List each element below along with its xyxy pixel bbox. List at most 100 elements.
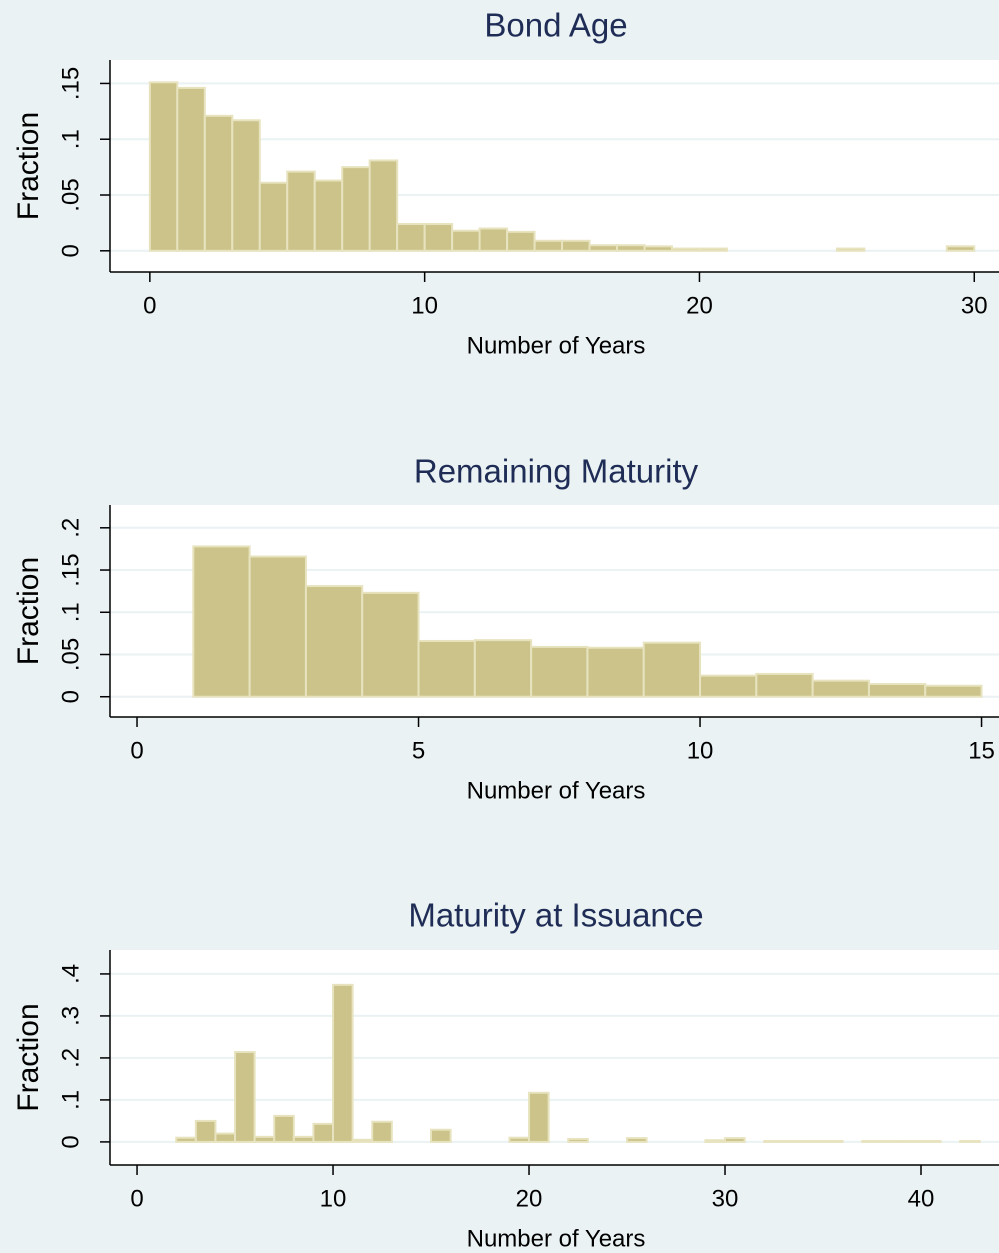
bar (533, 239, 564, 252)
y-tick-label: .1 (57, 602, 84, 622)
bar (698, 247, 728, 252)
x-tick-label: 10 (411, 292, 438, 319)
x-tick-label: 0 (143, 292, 156, 319)
bar (312, 1122, 335, 1143)
y-tick-label: 0 (57, 1135, 84, 1148)
y-axis-label: Fraction (12, 1003, 45, 1111)
bar (361, 591, 420, 698)
bar (368, 159, 399, 252)
bar (724, 1137, 746, 1143)
bar (341, 166, 371, 252)
y-tick-label: 0 (57, 244, 84, 257)
bar (148, 81, 179, 252)
bar (473, 639, 533, 698)
bar (763, 1140, 785, 1143)
x-tick-label: 20 (516, 1185, 543, 1212)
bar (194, 1119, 217, 1143)
bar (417, 639, 476, 698)
bar (802, 1140, 825, 1143)
y-tick-label: .4 (57, 964, 84, 984)
bar (919, 1140, 942, 1143)
x-tick-label: 30 (712, 1185, 739, 1212)
bar (880, 1140, 903, 1143)
y-tick-label: .2 (57, 1048, 84, 1068)
bar (861, 1140, 883, 1143)
x-axis-label: Number of Years (467, 777, 646, 804)
x-tick-label: 0 (130, 1185, 143, 1212)
bar (567, 1137, 589, 1143)
bar (699, 674, 758, 698)
bar (924, 684, 983, 698)
y-tick-label: .2 (57, 518, 84, 538)
bar (586, 646, 645, 698)
bar (273, 1114, 295, 1143)
bar (371, 1120, 393, 1143)
bar (203, 114, 234, 252)
bar (351, 1138, 374, 1143)
x-tick-label: 0 (130, 737, 143, 764)
bar (822, 1140, 844, 1143)
bar (642, 641, 702, 698)
bar (258, 181, 289, 252)
y-tick-label: 0 (57, 690, 84, 703)
x-axis-label: Number of Years (467, 1225, 646, 1252)
y-tick-label: .05 (57, 638, 84, 671)
bar (248, 555, 307, 698)
chart-title: Maturity at Issuance (408, 897, 703, 934)
bar (292, 1135, 315, 1143)
bar (506, 230, 536, 252)
bar (192, 545, 251, 698)
bar (704, 1139, 727, 1143)
chart-title: Remaining Maturity (414, 453, 699, 490)
x-tick-label: 10 (320, 1185, 347, 1212)
y-tick-label: .05 (57, 178, 84, 211)
bar (811, 679, 870, 698)
y-tick-label: .15 (57, 67, 84, 100)
y-axis-label: Fraction (12, 112, 45, 220)
bar (900, 1140, 922, 1143)
bar (835, 247, 866, 252)
bar (451, 229, 481, 252)
x-tick-label: 20 (686, 292, 713, 319)
bar (782, 1140, 805, 1143)
x-tick-label: 40 (908, 1185, 935, 1212)
bar (626, 1137, 648, 1143)
y-tick-label: .3 (57, 1006, 84, 1026)
bar (867, 683, 927, 698)
bar (332, 983, 354, 1143)
bar (234, 1051, 256, 1143)
x-axis-label: Number of Years (467, 332, 646, 359)
bar (588, 244, 619, 252)
bar (304, 585, 364, 698)
bar (253, 1135, 276, 1143)
chart-title: Bond Age (484, 7, 627, 44)
bar (945, 245, 976, 252)
bar (313, 179, 344, 252)
bar (423, 223, 454, 252)
bar (530, 645, 589, 698)
x-tick-label: 5 (412, 737, 425, 764)
y-tick-label: .15 (57, 553, 84, 586)
bar (396, 223, 426, 252)
bar (643, 245, 673, 252)
bar (176, 86, 206, 252)
x-tick-label: 10 (687, 737, 714, 764)
bar (478, 227, 509, 252)
bar (561, 239, 591, 252)
bar (430, 1128, 452, 1143)
x-tick-label: 15 (968, 737, 995, 764)
bar (286, 170, 316, 252)
bar (670, 247, 701, 252)
y-tick-label: .1 (57, 129, 84, 149)
bar (508, 1136, 531, 1143)
bar (231, 119, 261, 252)
y-axis-label: Fraction (12, 557, 45, 665)
bar (755, 672, 814, 698)
bar (959, 1140, 981, 1143)
y-tick-label: .1 (57, 1090, 84, 1110)
x-tick-label: 30 (961, 292, 988, 319)
bar (616, 244, 646, 252)
bar (175, 1136, 197, 1143)
bar (528, 1091, 550, 1143)
